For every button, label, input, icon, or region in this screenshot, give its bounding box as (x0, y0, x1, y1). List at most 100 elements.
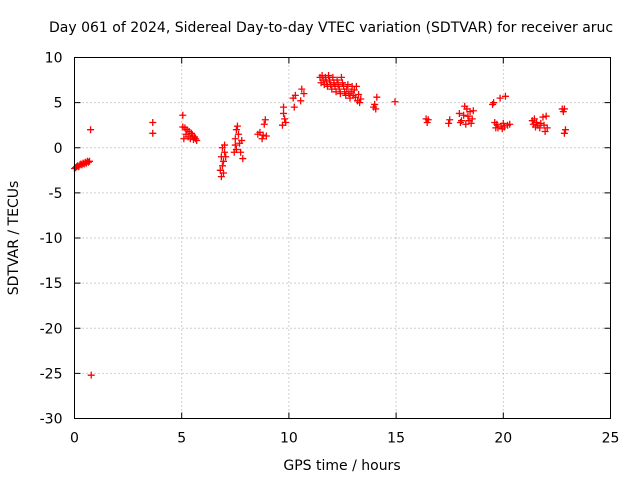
axis-ticks (74, 57, 611, 419)
data-points (71, 72, 569, 379)
x-tick-label: 0 (70, 431, 79, 447)
data-point (490, 99, 498, 107)
data-point (460, 111, 468, 119)
data-point (261, 116, 269, 124)
y-tick-label: -15 (40, 276, 63, 292)
data-point (373, 93, 381, 101)
data-point (560, 129, 568, 137)
data-point (469, 107, 477, 115)
data-point (391, 98, 399, 106)
x-tick-label: 5 (177, 431, 186, 447)
y-tick-label: -30 (40, 412, 63, 428)
data-point (239, 155, 247, 163)
data-point (149, 129, 157, 137)
y-tick-label: -20 (40, 321, 63, 337)
data-point (260, 120, 268, 128)
data-point (282, 118, 290, 126)
data-point (217, 173, 225, 181)
data-point (493, 120, 501, 128)
data-point (424, 116, 432, 124)
data-point (350, 86, 358, 94)
data-point (291, 91, 299, 99)
data-point (231, 135, 239, 143)
data-point (86, 157, 94, 165)
data-point (333, 76, 341, 84)
data-point (329, 73, 337, 81)
x-tick-label: 20 (494, 431, 512, 447)
data-point (221, 148, 229, 156)
data-point (179, 111, 187, 119)
y-tick-label: 10 (45, 51, 63, 67)
data-point (334, 81, 342, 89)
data-point (220, 157, 228, 165)
data-point (237, 148, 245, 156)
data-point (233, 122, 241, 130)
data-point (235, 130, 243, 138)
data-point (149, 118, 157, 126)
data-point (541, 128, 549, 136)
data-point (466, 108, 474, 116)
x-tick-labels: 0 5 10 15 20 25 (70, 431, 619, 447)
data-point (344, 81, 352, 89)
data-point (259, 131, 267, 139)
data-point (467, 119, 475, 127)
data-point (543, 124, 551, 132)
data-point (446, 116, 454, 124)
data-point (87, 126, 95, 134)
data-point (280, 109, 288, 117)
data-point (193, 137, 201, 145)
data-point (280, 103, 288, 111)
data-point (561, 126, 569, 134)
data-point (220, 169, 228, 177)
data-point (499, 119, 507, 127)
data-point (222, 153, 230, 161)
data-point (339, 79, 346, 87)
data-point (337, 73, 345, 81)
data-point (457, 117, 465, 125)
data-point (530, 115, 538, 123)
data-point (231, 141, 239, 149)
data-point (221, 141, 229, 149)
data-point (372, 105, 380, 113)
data-point (180, 135, 188, 143)
data-point (336, 90, 344, 98)
y-tick-label: -5 (49, 186, 63, 202)
data-point (455, 109, 463, 117)
data-point (445, 119, 453, 127)
data-point (560, 105, 568, 113)
data-point (335, 85, 343, 93)
y-tick-label: 5 (54, 96, 63, 112)
chart-title: Day 061 of 2024, Sidereal Day-to-day VTE… (49, 20, 613, 36)
x-axis-title: GPS time / hours (283, 458, 400, 474)
data-point (352, 82, 360, 90)
data-point (464, 112, 472, 120)
data-point (262, 132, 270, 140)
data-point (218, 162, 226, 170)
data-point (355, 91, 363, 99)
data-point (297, 97, 305, 105)
y-tick-label: -25 (40, 366, 63, 382)
data-point (87, 371, 95, 379)
y-tick-labels: -30 -25 -20 -15 -10 -5 0 5 10 (40, 51, 63, 428)
data-point (232, 146, 240, 154)
data-point (539, 113, 547, 121)
data-point (536, 124, 544, 132)
data-point (462, 120, 470, 128)
data-point (258, 135, 266, 143)
data-point (357, 95, 365, 103)
data-point (232, 126, 240, 134)
data-point (371, 100, 379, 108)
data-point (506, 120, 514, 128)
x-tick-label: 25 (602, 431, 620, 447)
data-point (238, 137, 246, 145)
x-tick-label: 10 (280, 431, 298, 447)
data-point (325, 72, 333, 80)
data-point (542, 112, 550, 120)
data-point (468, 115, 476, 123)
y-axis-title: SDTVAR / TECUs (6, 181, 22, 296)
data-point (496, 94, 504, 102)
data-point (300, 90, 308, 98)
data-point (501, 92, 509, 100)
data-point (356, 99, 364, 107)
